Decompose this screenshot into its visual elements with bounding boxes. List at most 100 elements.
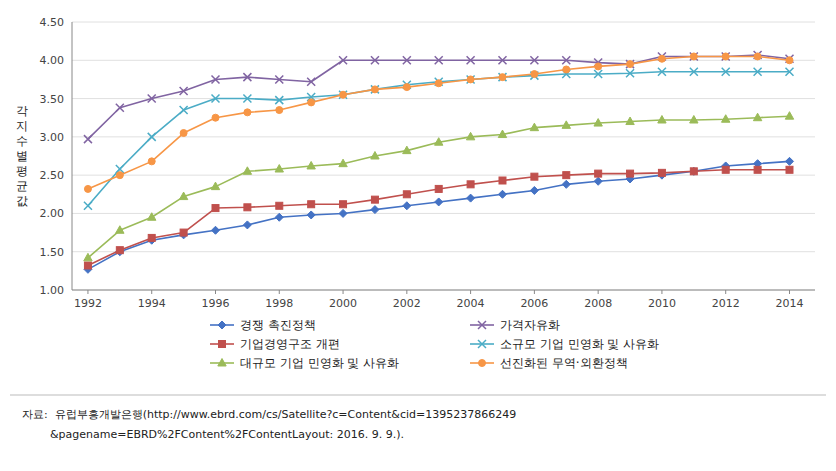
legend-label: 선진화된 무역·외환정책	[500, 356, 628, 370]
point	[563, 66, 570, 73]
point	[243, 73, 251, 81]
point	[180, 229, 187, 236]
point	[339, 159, 347, 167]
legend-item: 선진화된 무역·외환정책	[470, 356, 628, 370]
y-axis-label-char: 별	[16, 149, 28, 163]
point	[275, 96, 283, 104]
grid-line	[72, 290, 815, 291]
point	[276, 107, 283, 114]
y-axis-label-char: 평	[16, 164, 28, 178]
series-line	[88, 116, 790, 258]
point	[690, 116, 698, 124]
grid-line	[72, 98, 815, 99]
point	[498, 190, 506, 198]
point	[722, 68, 730, 76]
point	[530, 123, 538, 131]
series-line	[88, 56, 790, 188]
point	[530, 186, 538, 194]
point	[531, 173, 538, 180]
point	[786, 57, 793, 64]
point	[307, 211, 315, 219]
point	[435, 138, 443, 146]
grid-line	[72, 251, 815, 252]
point	[148, 213, 156, 221]
point	[84, 202, 92, 210]
point	[371, 152, 379, 160]
point	[340, 91, 347, 98]
point	[594, 119, 602, 127]
point	[467, 76, 474, 83]
series-line	[88, 170, 790, 266]
x-tick-label: 2002	[393, 297, 421, 310]
point	[340, 201, 347, 208]
point	[466, 132, 474, 140]
point	[626, 117, 634, 125]
point	[498, 56, 506, 64]
y-axis	[72, 22, 73, 290]
y-axis-label-char: 지	[16, 119, 28, 133]
legend-item: 경쟁 촉진정책	[210, 318, 316, 332]
legend-marker	[478, 321, 486, 329]
point	[116, 104, 124, 112]
point	[276, 202, 283, 209]
point	[627, 170, 634, 177]
chart: 1.001.502.002.503.003.504.004.5019921994…	[0, 0, 836, 471]
point	[785, 112, 793, 120]
point	[244, 109, 251, 116]
series	[84, 68, 794, 210]
point	[371, 86, 378, 93]
point	[403, 202, 411, 210]
y-axis-label: 각지수별평균값	[16, 104, 28, 208]
legend-label: 소규모 기업 민영화 및 사유화	[500, 337, 659, 351]
point	[753, 113, 761, 121]
y-tick-label: 2.00	[40, 207, 65, 220]
point	[243, 95, 251, 103]
x-tick-label: 2014	[775, 297, 803, 310]
grid	[72, 22, 815, 290]
x-tick-label: 2012	[712, 297, 740, 310]
point	[785, 68, 793, 76]
point	[243, 167, 251, 175]
grid-line	[72, 22, 815, 23]
point	[435, 56, 443, 64]
point	[467, 194, 475, 202]
point	[531, 71, 538, 78]
point	[116, 247, 123, 254]
point	[785, 157, 793, 165]
x-tick-label: 1996	[201, 297, 229, 310]
point	[594, 177, 602, 185]
source-note: 자료: 유럽부흥개발은행(http://www.ebrd.com/cs/Sate…	[22, 408, 516, 421]
point	[722, 52, 730, 60]
point	[84, 253, 92, 261]
legend-label: 경쟁 촉진정책	[240, 318, 316, 332]
point	[435, 80, 442, 87]
point	[371, 56, 379, 64]
series	[84, 53, 793, 192]
point	[722, 166, 729, 173]
point	[116, 226, 124, 234]
point	[690, 68, 698, 76]
x-tick	[406, 290, 407, 294]
grid-line	[72, 213, 815, 214]
point	[722, 53, 729, 60]
point	[403, 84, 410, 91]
point	[754, 166, 761, 173]
point	[307, 161, 315, 169]
y-tick-label: 3.00	[40, 131, 65, 144]
point	[562, 121, 570, 129]
x-tick	[598, 290, 599, 294]
point	[595, 170, 602, 177]
x-tick	[534, 290, 535, 294]
point	[211, 75, 219, 83]
y-axis-label-char: 각	[16, 104, 28, 118]
point	[371, 206, 379, 214]
point	[595, 63, 602, 70]
x-tick	[661, 290, 662, 294]
legend: 경쟁 촉진정책기업경영구조 개편대규모 기업 민영화 및 사유화가격자유화소규모…	[210, 318, 659, 370]
point	[180, 106, 188, 114]
plot-area	[84, 51, 794, 273]
series	[84, 157, 794, 273]
point	[308, 201, 315, 208]
legend-marker	[218, 359, 226, 367]
series-line	[88, 55, 790, 139]
